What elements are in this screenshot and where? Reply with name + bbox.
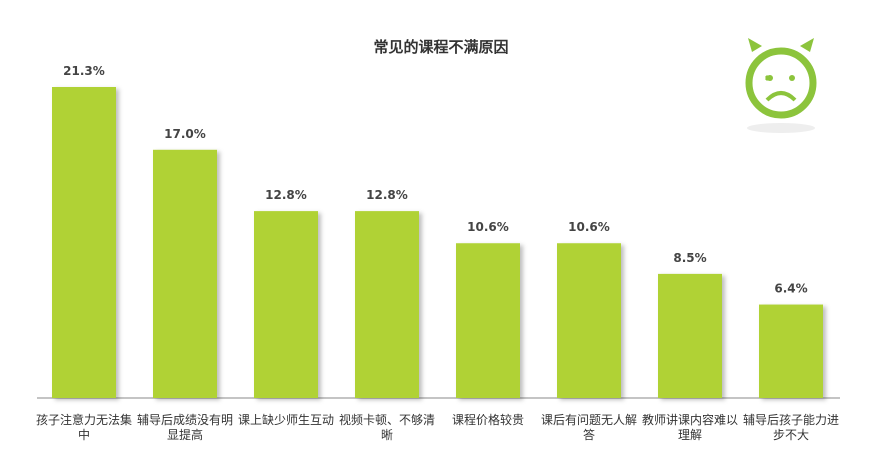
value-label: 17.0% xyxy=(164,127,206,141)
x-tick-label: 课后有问题无人解答 xyxy=(541,413,638,442)
x-tick-label: 辅导后成绩没有明显提高 xyxy=(137,413,234,442)
chart-title: 常见的课程不满原因 xyxy=(373,38,508,56)
x-tick-label: 视频卡顿、不够清晰 xyxy=(339,413,436,442)
value-label: 8.5% xyxy=(673,251,706,265)
value-label: 12.8% xyxy=(265,188,307,202)
bar xyxy=(254,211,318,398)
value-label: 10.6% xyxy=(467,220,509,234)
sad-face-icon xyxy=(745,38,817,133)
bar xyxy=(355,211,419,398)
bar xyxy=(759,304,823,398)
value-label: 21.3% xyxy=(63,64,105,78)
bar xyxy=(52,87,116,398)
bar xyxy=(153,149,217,398)
value-label: 12.8% xyxy=(366,188,408,202)
x-tick-label: 辅导后孩子能力进步不大 xyxy=(743,413,840,442)
value-label: 6.4% xyxy=(774,282,807,296)
x-tick-label: 课程价格较贵 xyxy=(451,413,524,427)
value-label: 10.6% xyxy=(568,220,610,234)
bar xyxy=(658,273,722,398)
bar xyxy=(557,243,621,398)
x-tick-label: 课上缺少师生互动 xyxy=(238,413,335,427)
x-tick-label: 教师讲课内容难以理解 xyxy=(642,413,739,442)
x-tick-label: 孩子注意力无法集中 xyxy=(36,413,133,442)
bar xyxy=(456,243,520,398)
